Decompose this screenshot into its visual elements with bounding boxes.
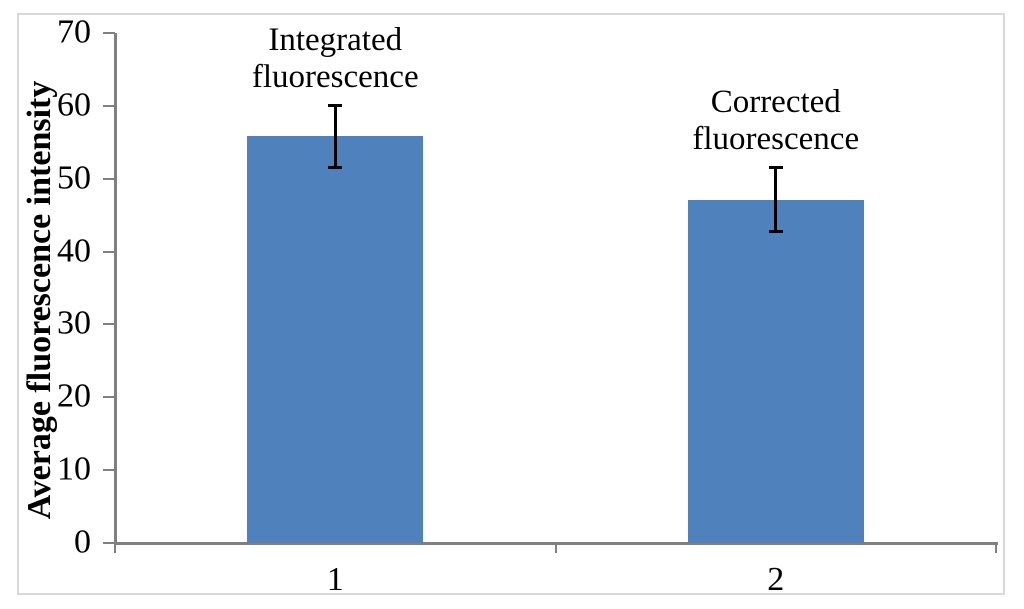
bar-annotation-line: Corrected	[710, 83, 841, 120]
error-bar-cap	[768, 230, 783, 234]
y-tick-mark	[103, 250, 115, 253]
y-tick-label: 10	[57, 450, 91, 488]
y-tick-mark	[103, 323, 115, 326]
x-tick-mark	[995, 543, 997, 553]
x-tick-mark	[114, 543, 116, 553]
y-tick-label: 50	[57, 159, 91, 197]
bar-annotation-line: fluorescence	[251, 58, 419, 95]
y-tick-label: 40	[57, 231, 91, 269]
y-tick-mark	[103, 177, 115, 180]
bar-category-2	[687, 199, 864, 543]
y-tick-label: 20	[57, 377, 91, 415]
y-tick-mark	[103, 542, 115, 544]
error-bar-cap	[328, 104, 343, 108]
y-tick-mark	[103, 469, 115, 472]
error-bar-line	[333, 105, 337, 168]
x-tick-label: 1	[326, 561, 344, 598]
x-tick-label: 2	[767, 561, 785, 598]
y-tick-label: 30	[57, 304, 91, 342]
y-tick-mark	[103, 32, 115, 34]
y-tick-mark	[103, 396, 115, 399]
y-axis-line	[113, 33, 117, 545]
bar-annotation-line: Integrated	[268, 21, 403, 58]
bar-annotation: Corrected fluorescence	[606, 84, 946, 158]
error-bar-cap	[328, 165, 343, 169]
y-tick-label: 60	[57, 86, 91, 124]
error-bar-cap	[768, 166, 783, 170]
y-tick-label: 0	[74, 523, 91, 561]
error-bar-line	[774, 167, 778, 232]
y-tick-mark	[103, 104, 115, 107]
bar-annotation-line: fluorescence	[692, 120, 860, 157]
y-tick-label: 70	[57, 13, 91, 51]
x-tick-mark	[554, 543, 557, 553]
bar-category-1	[247, 136, 424, 543]
bar-annotation: Integrated fluorescence	[165, 22, 505, 96]
